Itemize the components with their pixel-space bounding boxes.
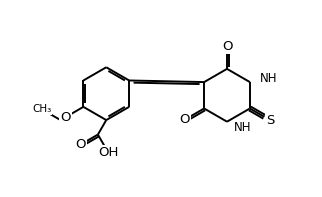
Text: O: O bbox=[179, 113, 190, 126]
Text: O: O bbox=[75, 138, 86, 151]
Text: NH: NH bbox=[260, 72, 278, 85]
Text: OH: OH bbox=[98, 146, 118, 159]
Text: NH: NH bbox=[234, 121, 251, 134]
Text: O: O bbox=[60, 111, 71, 124]
Text: CH₃: CH₃ bbox=[32, 104, 52, 114]
Text: O: O bbox=[222, 40, 232, 53]
Text: S: S bbox=[266, 114, 274, 127]
